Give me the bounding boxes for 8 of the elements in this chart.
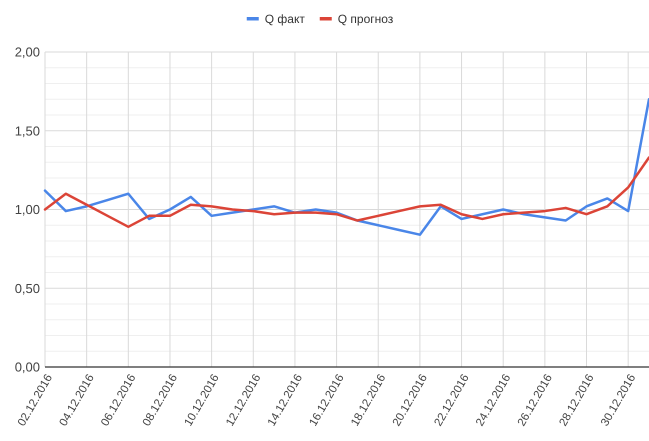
legend-label: Q прогноз [338, 12, 394, 26]
legend-label: Q факт [264, 12, 306, 26]
y-tick-label: 0,00 [14, 360, 40, 375]
y-tick-label: 1,50 [14, 123, 40, 138]
y-tick-label: 2,00 [14, 44, 40, 60]
y-tick-label: 0,50 [14, 280, 40, 296]
y-tick-label: 1,00 [14, 202, 40, 218]
line-series [44, 156, 649, 228]
